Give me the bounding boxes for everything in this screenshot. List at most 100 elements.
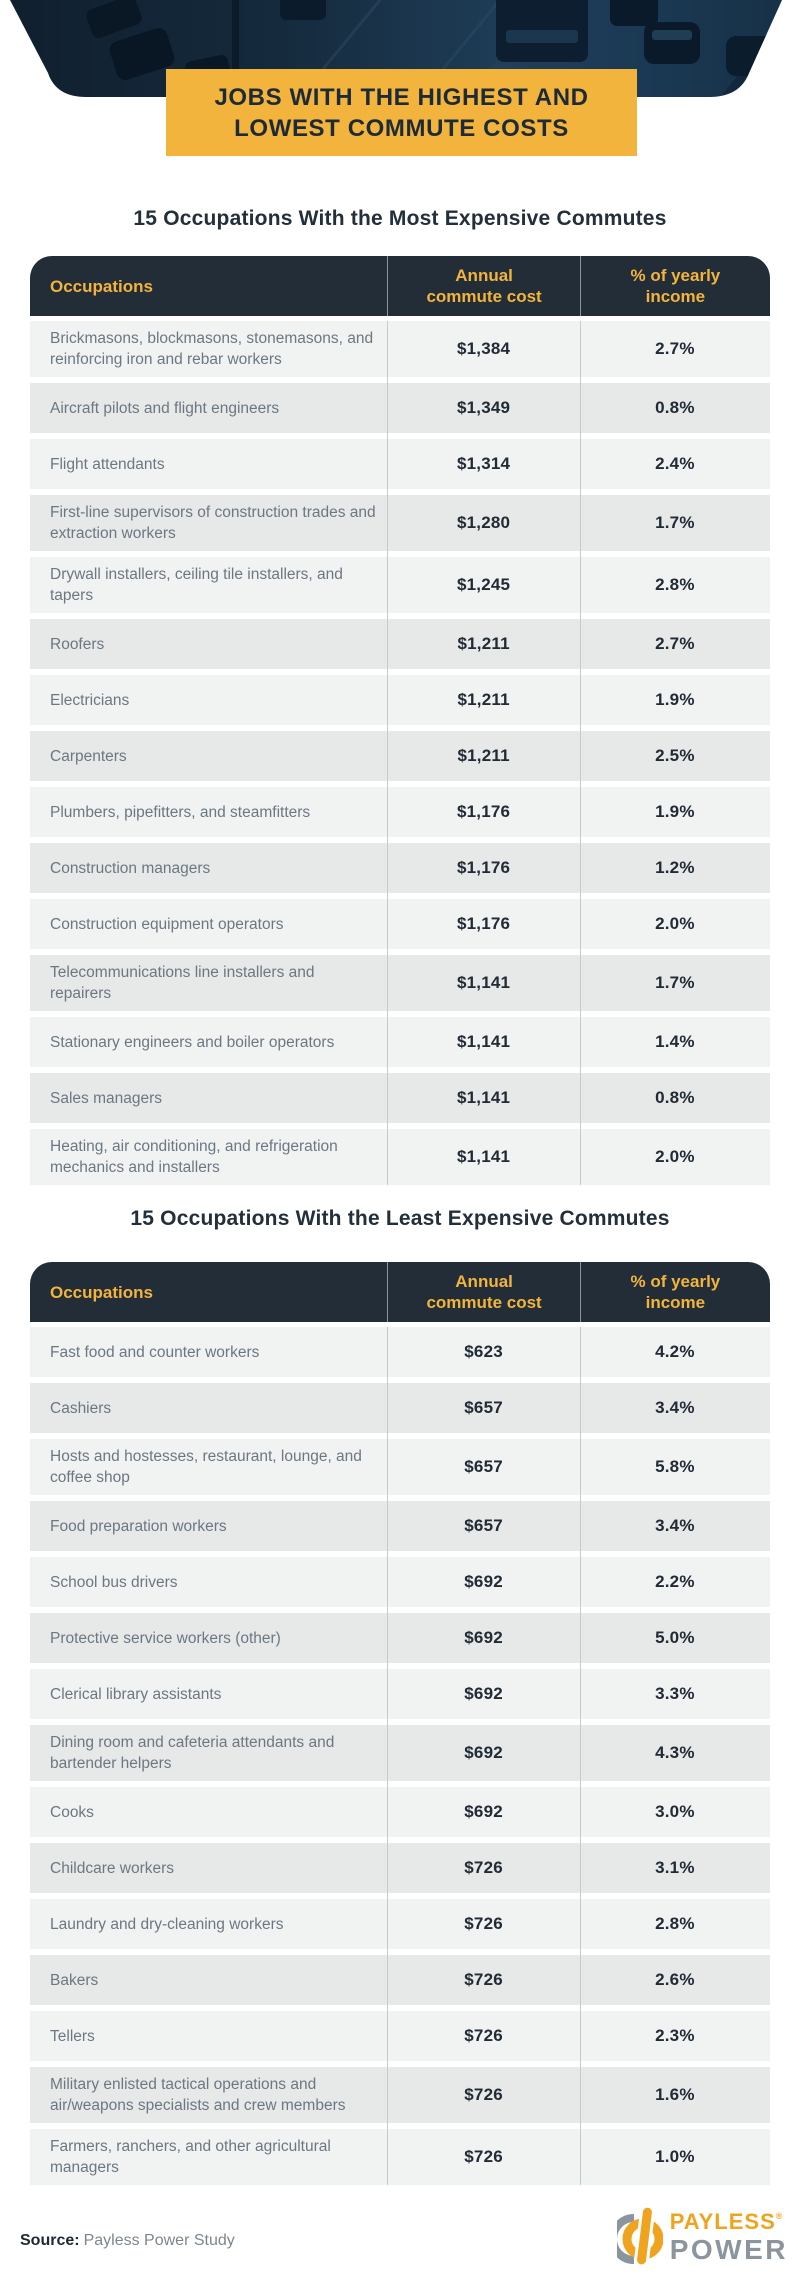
table-row: Stationary engineers and boiler operator… bbox=[30, 1017, 770, 1067]
annual-commute-cost-cell: $1,141 bbox=[457, 1032, 511, 1051]
table-row: Tellers $726 2.3% bbox=[30, 2011, 770, 2061]
table-row: Heating, air conditioning, and refrigera… bbox=[30, 1129, 770, 1185]
occupation-cell: Hosts and hostesses, restaurant, lounge,… bbox=[50, 1448, 362, 1486]
annual-commute-cost-cell: $1,141 bbox=[457, 1147, 511, 1166]
income-percent-cell: 4.3% bbox=[655, 1743, 695, 1762]
source-text: Payless Power Study bbox=[83, 2232, 235, 2249]
income-percent-cell: 1.7% bbox=[655, 513, 695, 532]
occupation-cell: First-line supervisors of construction t… bbox=[50, 504, 376, 542]
annual-commute-cost-cell: $726 bbox=[464, 2085, 503, 2104]
income-percent-cell: 2.0% bbox=[655, 914, 695, 933]
occupation-cell: Sales managers bbox=[50, 1089, 163, 1107]
annual-commute-cost-cell: $1,245 bbox=[457, 575, 511, 594]
occupation-cell: Farmers, ranchers, and other agricultura… bbox=[50, 2138, 331, 2176]
annual-commute-cost-cell: $1,176 bbox=[457, 858, 511, 877]
income-percent-cell: 1.2% bbox=[655, 858, 695, 877]
annual-commute-cost-cell: $657 bbox=[464, 1398, 503, 1417]
table-least-expensive-commutes: Occupations Annual commute cost % of yea… bbox=[30, 1262, 770, 2185]
income-percent-cell: 1.6% bbox=[655, 2085, 695, 2104]
income-percent-cell: 3.3% bbox=[655, 1684, 695, 1703]
income-percent-cell: 0.8% bbox=[655, 398, 695, 417]
table-header-row: Occupations Annual commute cost % of yea… bbox=[30, 1262, 770, 1322]
income-percent-cell: 3.0% bbox=[655, 1802, 695, 1821]
column-header-annual-commute-cost: Annual commute cost bbox=[387, 1262, 579, 1322]
occupation-cell: Stationary engineers and boiler operator… bbox=[50, 1033, 335, 1051]
main-title-line1: JOBS WITH THE HIGHEST AND bbox=[214, 83, 589, 111]
annual-commute-cost-cell: $1,384 bbox=[457, 339, 511, 358]
occupation-cell: Carpenters bbox=[50, 747, 127, 765]
annual-commute-cost-cell: $1,349 bbox=[457, 398, 511, 417]
annual-commute-cost-cell: $657 bbox=[464, 1457, 503, 1476]
column-header-annual-commute-cost: Annual commute cost bbox=[387, 256, 579, 316]
table-row: Construction equipment operators $1,176 2.… bbox=[30, 899, 770, 949]
table-row: Hosts and hostesses, restaurant, lounge,… bbox=[30, 1439, 770, 1495]
table-row: Sales managers $1,141 0.8% bbox=[30, 1073, 770, 1123]
annual-commute-cost-cell: $657 bbox=[464, 1516, 503, 1535]
table-row: Military enlisted tactical operations an… bbox=[30, 2067, 770, 2123]
annual-commute-cost-cell: $726 bbox=[464, 2026, 503, 2045]
annual-commute-cost-cell: $692 bbox=[464, 1743, 503, 1762]
logo-power-text: POWER bbox=[669, 2233, 788, 2265]
occupation-cell: Childcare workers bbox=[50, 1859, 175, 1877]
table-header-row: Occupations Annual commute cost % of yea… bbox=[30, 256, 770, 316]
income-percent-cell: 3.1% bbox=[655, 1858, 695, 1877]
source-credit: Source: Payless Power Study bbox=[20, 2232, 235, 2250]
occupation-cell: Bakers bbox=[50, 1971, 99, 1989]
table-row: Bakers $726 2.6% bbox=[30, 1955, 770, 2005]
occupation-cell: Aircraft pilots and flight engineers bbox=[50, 399, 280, 417]
table-row: Flight attendants $1,314 2.4% bbox=[30, 439, 770, 489]
annual-commute-cost-cell: $1,314 bbox=[457, 454, 511, 473]
income-percent-cell: 4.2% bbox=[655, 1342, 695, 1361]
income-percent-cell: 2.5% bbox=[655, 746, 695, 765]
column-header-pct-yearly-income: % of yearly income bbox=[579, 256, 770, 316]
payless-power-icon bbox=[616, 2204, 663, 2268]
occupation-cell: School bus drivers bbox=[50, 1573, 178, 1591]
income-percent-cell: 1.9% bbox=[655, 690, 695, 709]
occupation-cell: Heating, air conditioning, and refrigera… bbox=[50, 1138, 338, 1176]
occupation-cell: Tellers bbox=[50, 2027, 95, 2045]
table-row: Fast food and counter workers $623 4.2% bbox=[30, 1327, 770, 1377]
annual-commute-cost-cell: $1,176 bbox=[457, 914, 511, 933]
occupation-cell: Cooks bbox=[50, 1803, 94, 1821]
payless-power-wordmark: PAYLESS ® POWER bbox=[669, 2210, 788, 2265]
table-row: Telecommunications line installers and r… bbox=[30, 955, 770, 1011]
occupation-cell: Protective service workers (other) bbox=[50, 1629, 281, 1647]
income-percent-cell: 5.8% bbox=[655, 1457, 695, 1476]
occupation-cell: Construction equipment operators bbox=[50, 915, 284, 933]
occupation-cell: Military enlisted tactical operations an… bbox=[50, 2076, 346, 2114]
occupation-cell: Construction managers bbox=[50, 859, 211, 877]
source-label: Source: bbox=[20, 2232, 80, 2249]
table-row: Electricians $1,211 1.9% bbox=[30, 675, 770, 725]
occupation-cell: Cashiers bbox=[50, 1399, 112, 1417]
annual-commute-cost-cell: $1,141 bbox=[457, 973, 511, 992]
table-row: Farmers, ranchers, and other agricultura… bbox=[30, 2129, 770, 2185]
annual-commute-cost-cell: $623 bbox=[464, 1342, 503, 1361]
annual-commute-cost-cell: $726 bbox=[464, 1970, 503, 1989]
table-row: Construction managers $1,176 1.2% bbox=[30, 843, 770, 893]
table-row: First-line supervisors of construction t… bbox=[30, 495, 770, 551]
occupation-cell: Brickmasons, blockmasons, stonemasons, a… bbox=[50, 330, 374, 368]
income-percent-cell: 2.8% bbox=[655, 1914, 695, 1933]
table-row: Clerical library assistants $692 3.3% bbox=[30, 1669, 770, 1719]
occupation-cell: Electricians bbox=[50, 691, 130, 709]
table-row: Food preparation workers $657 3.4% bbox=[30, 1501, 770, 1551]
income-percent-cell: 3.4% bbox=[655, 1516, 695, 1535]
annual-commute-cost-cell: $1,211 bbox=[457, 690, 510, 709]
income-percent-cell: 1.9% bbox=[655, 802, 695, 821]
table-body: Fast food and counter workers $623 4.2% Cas… bbox=[30, 1327, 770, 2185]
annual-commute-cost-cell: $692 bbox=[464, 1628, 503, 1647]
income-percent-cell: 1.4% bbox=[655, 1032, 695, 1051]
income-percent-cell: 2.7% bbox=[655, 339, 695, 358]
table-row: Cashiers $657 3.4% bbox=[30, 1383, 770, 1433]
income-percent-cell: 2.6% bbox=[655, 1970, 695, 1989]
column-header-pct-yearly-income: % of yearly income bbox=[579, 1262, 770, 1322]
table-row: Protective service workers (other) $692 5.… bbox=[30, 1613, 770, 1663]
table-row: Brickmasons, blockmasons, stonemasons, a… bbox=[30, 321, 770, 377]
annual-commute-cost-cell: $1,280 bbox=[457, 513, 511, 532]
registered-trademark-icon: ® bbox=[775, 2210, 784, 2221]
annual-commute-cost-cell: $726 bbox=[464, 2147, 503, 2166]
occupation-cell: Plumbers, pipefitters, and steamfitters bbox=[50, 803, 311, 821]
main-title-banner: JOBS WITH THE HIGHEST AND LOWEST COMMUTE… bbox=[166, 69, 637, 156]
payless-power-logo: PAYLESS ® POWER bbox=[616, 2204, 788, 2270]
income-percent-cell: 5.0% bbox=[655, 1628, 695, 1647]
